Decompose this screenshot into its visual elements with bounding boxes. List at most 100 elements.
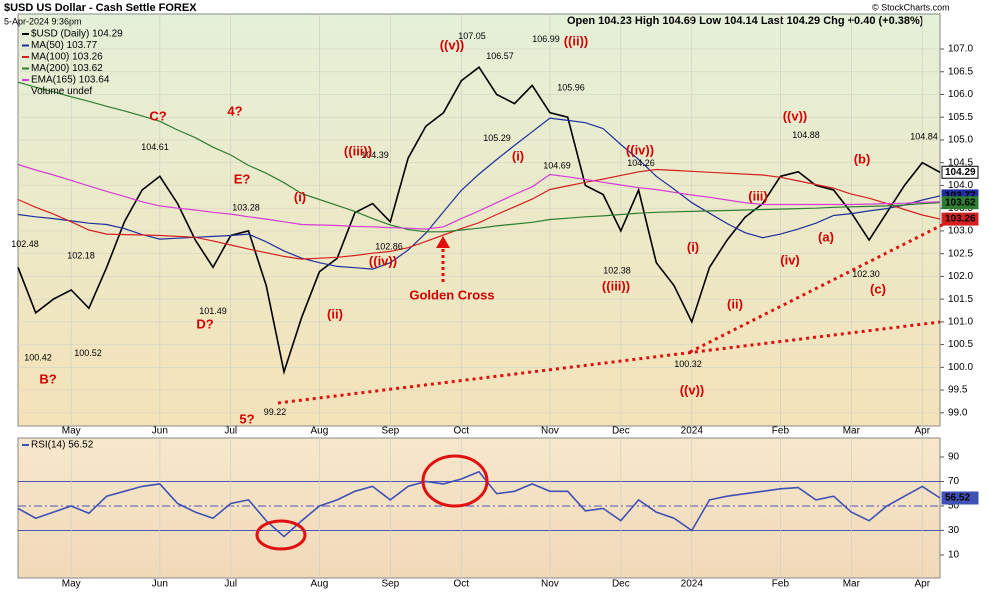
wave-annotation: ((iii)): [344, 143, 372, 158]
price-label: 104.39: [361, 150, 389, 160]
highlight-circle: [255, 519, 307, 551]
y-tick-label: 105.0: [948, 135, 973, 146]
y-tick-label: 102.0: [948, 271, 973, 282]
wave-annotation: D?: [196, 316, 213, 331]
x-tick-label: Nov: [541, 579, 559, 590]
price-label: 100.32: [674, 359, 702, 369]
x-tick-label: Feb: [772, 579, 790, 590]
wave-annotation: C?: [149, 108, 166, 123]
price-label: 102.30: [852, 269, 880, 279]
y-tick-label: 101.0: [948, 317, 973, 328]
price-label: 107.05: [458, 31, 486, 41]
y-tick-label: 99.0: [948, 407, 968, 418]
y-tick-label: 90: [948, 452, 960, 463]
wave-annotation: ((iv)): [626, 142, 654, 157]
legend-label: MA(50) 103.77: [31, 40, 98, 51]
price-label: 104.84: [910, 132, 938, 142]
price-panel: [17, 13, 941, 427]
legend-label: EMA(165) 103.64: [31, 75, 110, 86]
price-label: 106.57: [486, 51, 514, 61]
wave-annotation: ((v)): [680, 382, 705, 397]
x-tick-label: 2024: [681, 426, 704, 437]
x-tick-label: 2024: [681, 579, 704, 590]
y-tick-label: 99.5: [948, 385, 968, 396]
x-tick-label: Aug: [311, 579, 329, 590]
y-tick-label: 102.5: [948, 248, 973, 259]
wave-annotation: (b): [854, 151, 871, 166]
price-label: 100.52: [74, 348, 102, 358]
y-tick-label: 70: [948, 476, 960, 487]
wave-annotation: (iii): [748, 188, 768, 203]
wave-annotation: ((ii)): [564, 33, 589, 48]
series-line: [17, 163, 941, 230]
end-badge-label: 103.62: [945, 197, 976, 208]
x-tick-label: Jun: [152, 426, 168, 437]
price-label: 105.29: [483, 133, 511, 143]
end-badge-label: 56.52: [945, 493, 970, 504]
end-badge: [941, 196, 979, 210]
end-badge: [941, 491, 979, 505]
x-tick-label: Dec: [612, 579, 630, 590]
y-tick-label: 104.5: [948, 157, 973, 168]
y-tick-label: 105.5: [948, 112, 973, 123]
price-label: 104.88: [792, 130, 820, 140]
wave-annotation: (c): [870, 281, 886, 296]
legend-label: $USD (Daily) 104.29: [31, 29, 123, 40]
price-label: 106.99: [532, 34, 560, 44]
end-badge-label: 103.77: [945, 191, 976, 202]
wave-annotation: ((v)): [783, 108, 808, 123]
wave-annotation: 5?: [239, 411, 254, 426]
wave-annotation: (ii): [327, 306, 343, 321]
x-tick-label: Nov: [541, 426, 559, 437]
y-tick-label: 100.5: [948, 339, 973, 350]
x-tick-label: May: [62, 579, 81, 590]
price-label: 100.42: [24, 353, 52, 363]
price-label: 104.26: [627, 158, 655, 168]
wave-annotation: (i): [687, 239, 699, 254]
wave-annotation: B?: [39, 371, 56, 386]
legend-label: MA(100) 103.26: [31, 52, 103, 63]
wave-annotation: (i): [512, 148, 524, 163]
price-label: 103.28: [232, 203, 260, 213]
wave-annotation: Golden Cross: [409, 287, 494, 302]
legend-label: RSI(14) 56.52: [31, 440, 94, 451]
x-tick-label: Sep: [381, 579, 399, 590]
trendline: [689, 220, 949, 354]
y-tick-label: 50: [948, 501, 960, 512]
y-tick-label: 103.0: [948, 226, 973, 237]
price-label: 104.61: [141, 142, 169, 152]
x-tick-label: Apr: [914, 579, 930, 590]
series-line: [17, 66, 941, 376]
end-badge-label: 104.29: [945, 167, 976, 178]
chart-title: $USD US Dollar - Cash Settle FOREX: [4, 2, 197, 14]
price-label: 105.96: [557, 83, 585, 93]
wave-annotation: ((iii)): [602, 278, 630, 293]
y-tick-label: 106.5: [948, 66, 973, 77]
x-tick-label: Apr: [914, 426, 930, 437]
x-tick-label: Oct: [453, 426, 469, 437]
y-tick-label: 100.0: [948, 362, 973, 373]
x-tick-label: Mar: [843, 579, 861, 590]
x-tick-label: Oct: [453, 579, 469, 590]
wave-annotation: (a): [818, 229, 834, 244]
wave-annotation: (i): [294, 189, 306, 204]
price-label: 102.18: [67, 251, 95, 261]
trendline: [277, 320, 941, 405]
arrow-head: [436, 236, 450, 248]
x-tick-label: May: [62, 426, 81, 437]
wave-annotation: E?: [234, 171, 251, 186]
y-tick-label: 107.0: [948, 44, 973, 55]
wave-annotation: ((v)): [440, 37, 465, 52]
wave-annotation: ((iv)): [369, 253, 397, 268]
x-tick-label: Feb: [772, 426, 790, 437]
series-line: [17, 81, 941, 233]
y-tick-label: 106.0: [948, 89, 973, 100]
y-tick-label: 10: [948, 550, 960, 561]
end-badge: [941, 165, 979, 179]
series-line: [17, 470, 941, 538]
y-tick-label: 104.0: [948, 180, 973, 191]
wave-annotation: (iv): [780, 252, 800, 267]
series-line: [17, 168, 941, 260]
wave-annotation: (ii): [727, 296, 743, 311]
